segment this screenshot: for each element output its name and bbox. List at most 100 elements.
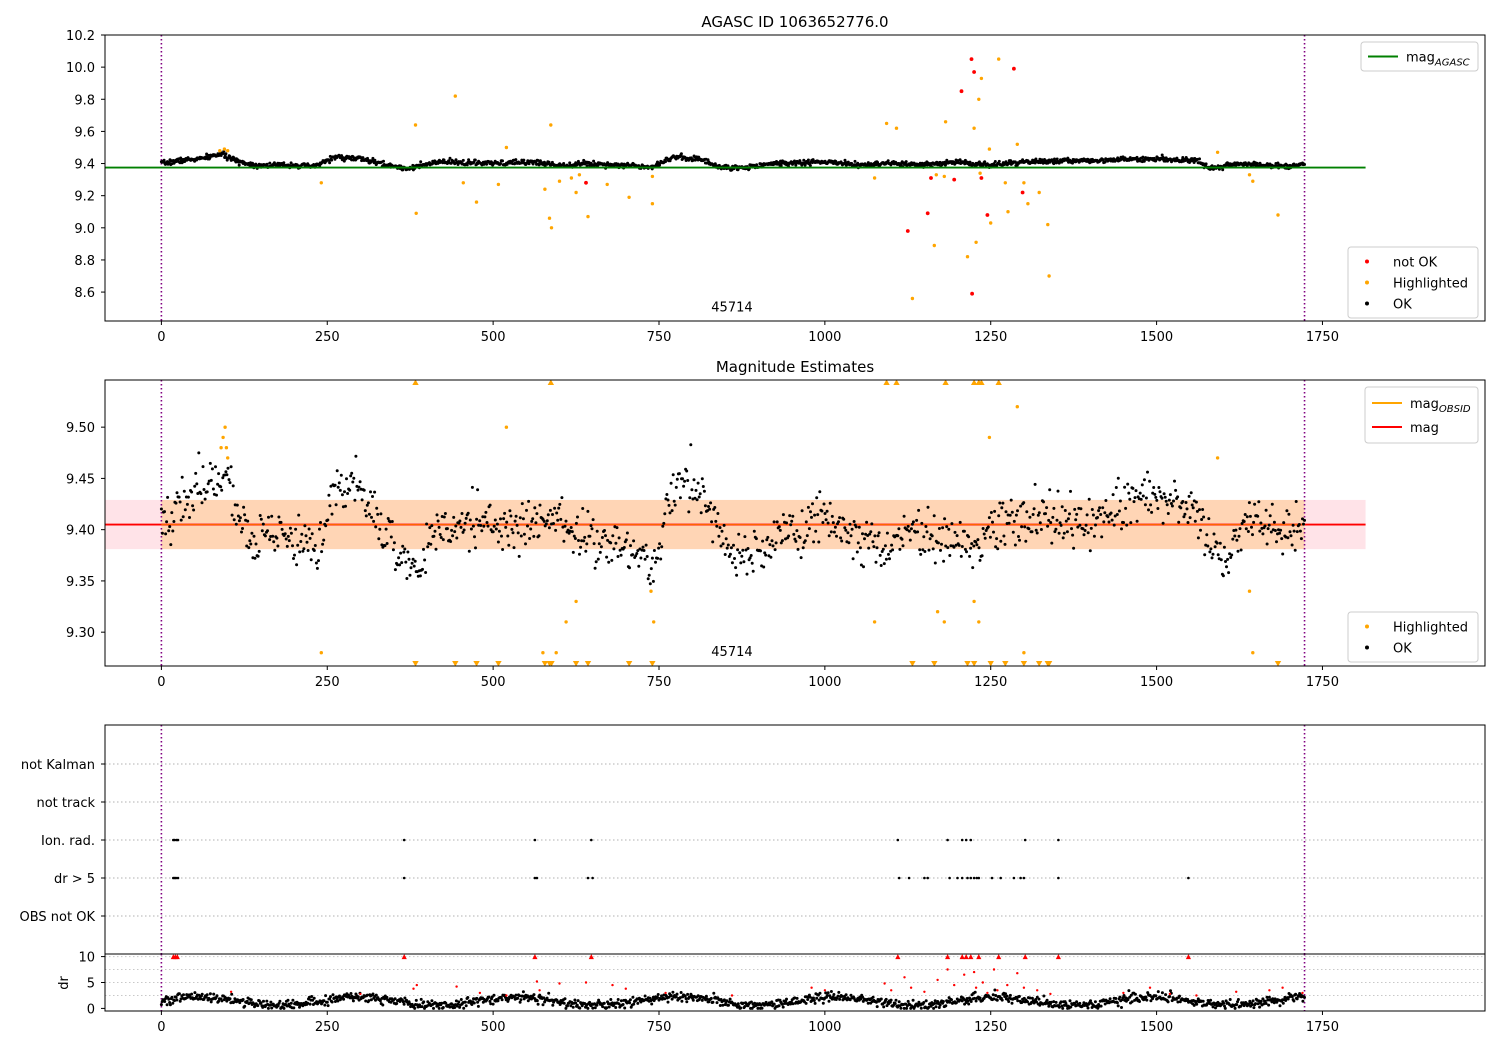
dr-point — [1303, 995, 1306, 999]
magnitude-ok-point — [552, 522, 555, 525]
magnitude-ok-point — [1236, 549, 1240, 553]
magnitude-highlighted-point — [541, 651, 545, 655]
agasc-highlighted-point — [979, 76, 984, 81]
dr-point — [311, 998, 315, 1002]
magnitude-ok-point — [202, 488, 206, 491]
magnitude-ok-point — [1082, 533, 1086, 537]
dr-point — [266, 1006, 270, 1010]
magnitude-ok-point — [878, 553, 882, 557]
magnitude-ok-point — [526, 524, 529, 528]
magnitude-ok-point — [999, 539, 1003, 543]
dr-point — [1064, 1001, 1068, 1005]
dr-point — [1122, 994, 1126, 997]
magnitude-ok-point — [953, 530, 957, 534]
agasc-highlighted-point — [549, 123, 553, 127]
dr-point — [170, 995, 174, 999]
dr-point — [874, 1000, 878, 1004]
magnitude-ok-point — [302, 547, 306, 551]
dr-point — [993, 988, 997, 992]
magnitude-ok-point — [604, 534, 607, 538]
magnitude-ok-point — [235, 503, 239, 507]
magnitude-ok-point — [297, 513, 301, 517]
magnitude-ok-point — [1074, 518, 1078, 522]
dr-point — [705, 997, 709, 1001]
magnitude-ok-point — [185, 502, 189, 506]
magnitude-ok-point — [237, 519, 241, 523]
magnitude-ok-point — [1110, 518, 1114, 522]
dr-point — [1178, 994, 1181, 998]
dr-point — [268, 1003, 272, 1007]
flags-row-label: not track — [36, 796, 95, 811]
dr-point — [711, 1000, 715, 1004]
magnitude-ok-point — [637, 564, 641, 568]
dr-point — [770, 1000, 774, 1004]
magnitude-ok-point — [238, 516, 242, 520]
magnitude-ok-point — [629, 544, 632, 548]
agasc-highlighted-point — [650, 174, 655, 179]
magnitude-ok-point — [1099, 513, 1103, 516]
magnitude-ok-point — [1163, 495, 1167, 499]
magnitude-ok-point — [635, 552, 639, 555]
agasc-highlighted-point — [319, 181, 323, 185]
agasc-ytick-label: 9.4 — [74, 158, 95, 173]
magnitude-ok-point — [168, 525, 172, 529]
dr-point — [861, 995, 864, 999]
magnitude-ok-point — [920, 521, 924, 525]
agasc-highlighted-point — [1247, 173, 1252, 177]
magnitude-ok-point — [850, 527, 854, 531]
magnitude-ok-point — [337, 481, 341, 485]
magnitude-ok-point — [542, 519, 546, 523]
magnitude-ok-point — [471, 524, 475, 528]
magnitude-ok-point — [596, 557, 600, 561]
dr-point — [1223, 1004, 1226, 1008]
magnitude-ok-point — [917, 508, 921, 512]
magnitude-ok-point — [1156, 507, 1160, 510]
magnitude-ok-point — [433, 529, 437, 533]
dr-point — [393, 997, 397, 1001]
magnitude-ok-point — [501, 548, 505, 551]
dr-point — [897, 1000, 901, 1004]
magnitude-ok-point — [1102, 520, 1106, 524]
dr-point — [1133, 992, 1137, 996]
agasc-ok-point — [806, 158, 810, 162]
agasc-xtick-label: 1500 — [1140, 330, 1173, 345]
magnitude-ok-point — [1297, 523, 1301, 526]
magnitude-ok-point — [1234, 528, 1238, 532]
magnitude-ok-point — [932, 514, 936, 518]
dr-point — [1233, 1006, 1237, 1010]
magnitude-ok-point — [777, 525, 781, 529]
magnitude-ok-point — [397, 556, 401, 560]
magnitude-ok-point — [519, 534, 523, 538]
magnitude-highlighted-point — [872, 620, 877, 624]
dr-outlier-point — [953, 983, 956, 987]
magnitude-ok-point — [227, 478, 231, 482]
dr-point — [1294, 992, 1298, 996]
magnitude-ok-point — [210, 467, 214, 471]
agasc-ok-point — [501, 159, 504, 163]
magnitude-ok-point — [493, 518, 497, 522]
magnitude-ok-point — [654, 560, 657, 564]
magnitude-ok-point — [344, 504, 347, 508]
dr-point — [919, 1006, 923, 1010]
agasc-not-ok-point — [952, 177, 957, 182]
magnitude-ok-point — [861, 532, 864, 536]
magnitude-ok-point — [842, 517, 846, 521]
magnitude-ytick-label: 9.45 — [66, 472, 95, 487]
flags-point — [402, 838, 406, 842]
magnitude-ok-point — [209, 478, 213, 482]
magnitude-ok-point — [821, 521, 825, 524]
magnitude-ok-point — [923, 550, 927, 553]
magnitude-legend-bottom-label: Highlighted — [1393, 621, 1468, 636]
magnitude-ok-point — [521, 517, 525, 521]
magnitude-highlighted-point — [224, 446, 229, 450]
magnitude-ok-point — [384, 527, 388, 531]
dr-point — [941, 1000, 945, 1003]
magnitude-ok-point — [669, 481, 673, 485]
dr-point — [736, 1002, 740, 1006]
dr-point — [859, 997, 863, 1001]
flags-point — [966, 876, 969, 880]
magnitude-ok-point — [167, 529, 171, 533]
dr-clipped-marker — [1022, 954, 1028, 960]
magnitude-ok-point — [578, 552, 581, 556]
flags-point — [969, 838, 973, 842]
